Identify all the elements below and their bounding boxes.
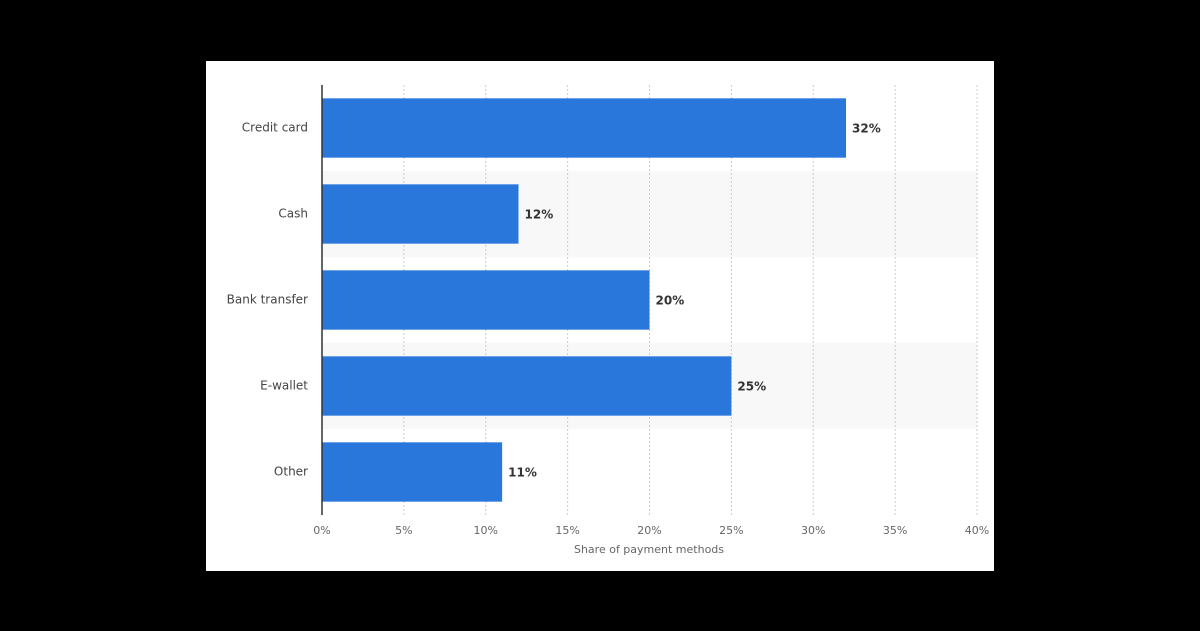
value-label: 32% <box>852 122 881 136</box>
value-label: 20% <box>656 294 685 308</box>
bar <box>322 270 650 330</box>
y-tick-label: Other <box>274 465 308 479</box>
x-tick-label: 40% <box>965 524 989 537</box>
x-tick-label: 25% <box>719 524 743 537</box>
x-tick-label: 5% <box>395 524 412 537</box>
bar <box>322 98 846 158</box>
y-tick-label: E-wallet <box>260 379 308 393</box>
bar <box>322 442 503 502</box>
value-label: 12% <box>525 208 554 222</box>
bar <box>322 356 732 416</box>
x-tick-label: 15% <box>555 524 579 537</box>
y-tick-label: Cash <box>278 207 308 221</box>
y-tick-label: Bank transfer <box>227 293 308 307</box>
bar <box>322 184 519 244</box>
x-tick-label: 20% <box>637 524 661 537</box>
x-tick-label: 10% <box>474 524 498 537</box>
x-tick-label: 30% <box>801 524 825 537</box>
value-label: 25% <box>737 380 766 394</box>
x-axis-title: Share of payment methods <box>574 543 724 556</box>
value-label: 11% <box>508 466 537 480</box>
x-tick-label: 0% <box>313 524 330 537</box>
y-tick-label: Credit card <box>242 121 308 135</box>
x-tick-label: 35% <box>883 524 907 537</box>
